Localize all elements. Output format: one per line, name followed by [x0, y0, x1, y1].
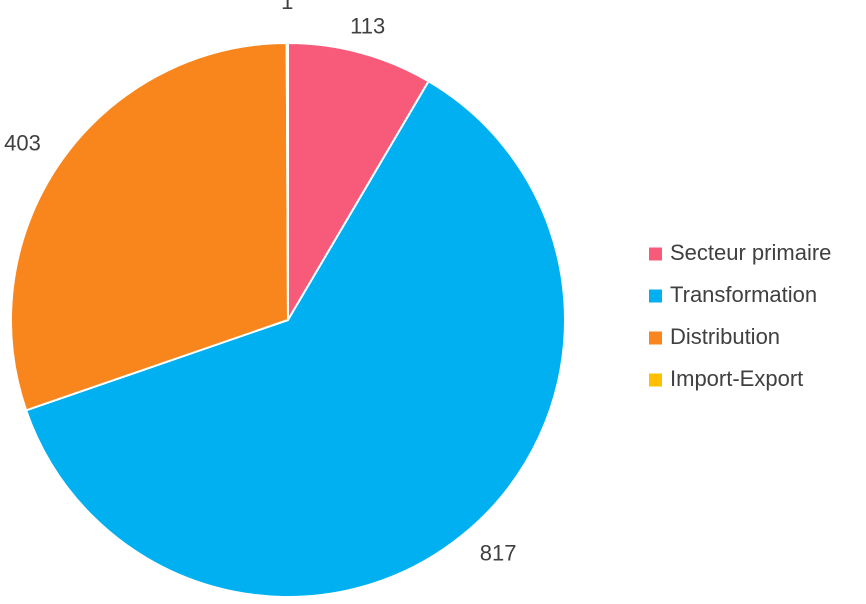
legend-swatch-distribution — [649, 331, 662, 345]
pie-slice-secteur-primaire — [287, 42, 430, 321]
data-label-transformation: 817 — [480, 540, 517, 565]
legend-label-distribution: Distribution — [670, 324, 780, 349]
legend-swatch-transformation — [649, 289, 662, 303]
pie-slice-distribution — [10, 42, 289, 412]
data-label-secteur-primaire: 113 — [350, 13, 385, 38]
pie-slice-transformation — [25, 80, 566, 598]
legend-swatch-import-export — [649, 373, 662, 387]
pie-slice-import-export — [285, 42, 289, 321]
data-label-import-export: 1 — [281, 0, 293, 14]
pie-slices — [10, 42, 566, 598]
legend-label-secteur-primaire: Secteur primaire — [670, 240, 831, 265]
data-labels: 113 817 403 1 — [4, 0, 516, 565]
legend-swatch-secteur-primaire — [649, 247, 662, 261]
data-label-distribution: 403 — [4, 130, 41, 155]
legend-label-import-export: Import-Export — [670, 366, 803, 391]
legend: Secteur primaire Transformation Distributi… — [649, 240, 831, 391]
legend-label-transformation: Transformation — [670, 282, 817, 307]
